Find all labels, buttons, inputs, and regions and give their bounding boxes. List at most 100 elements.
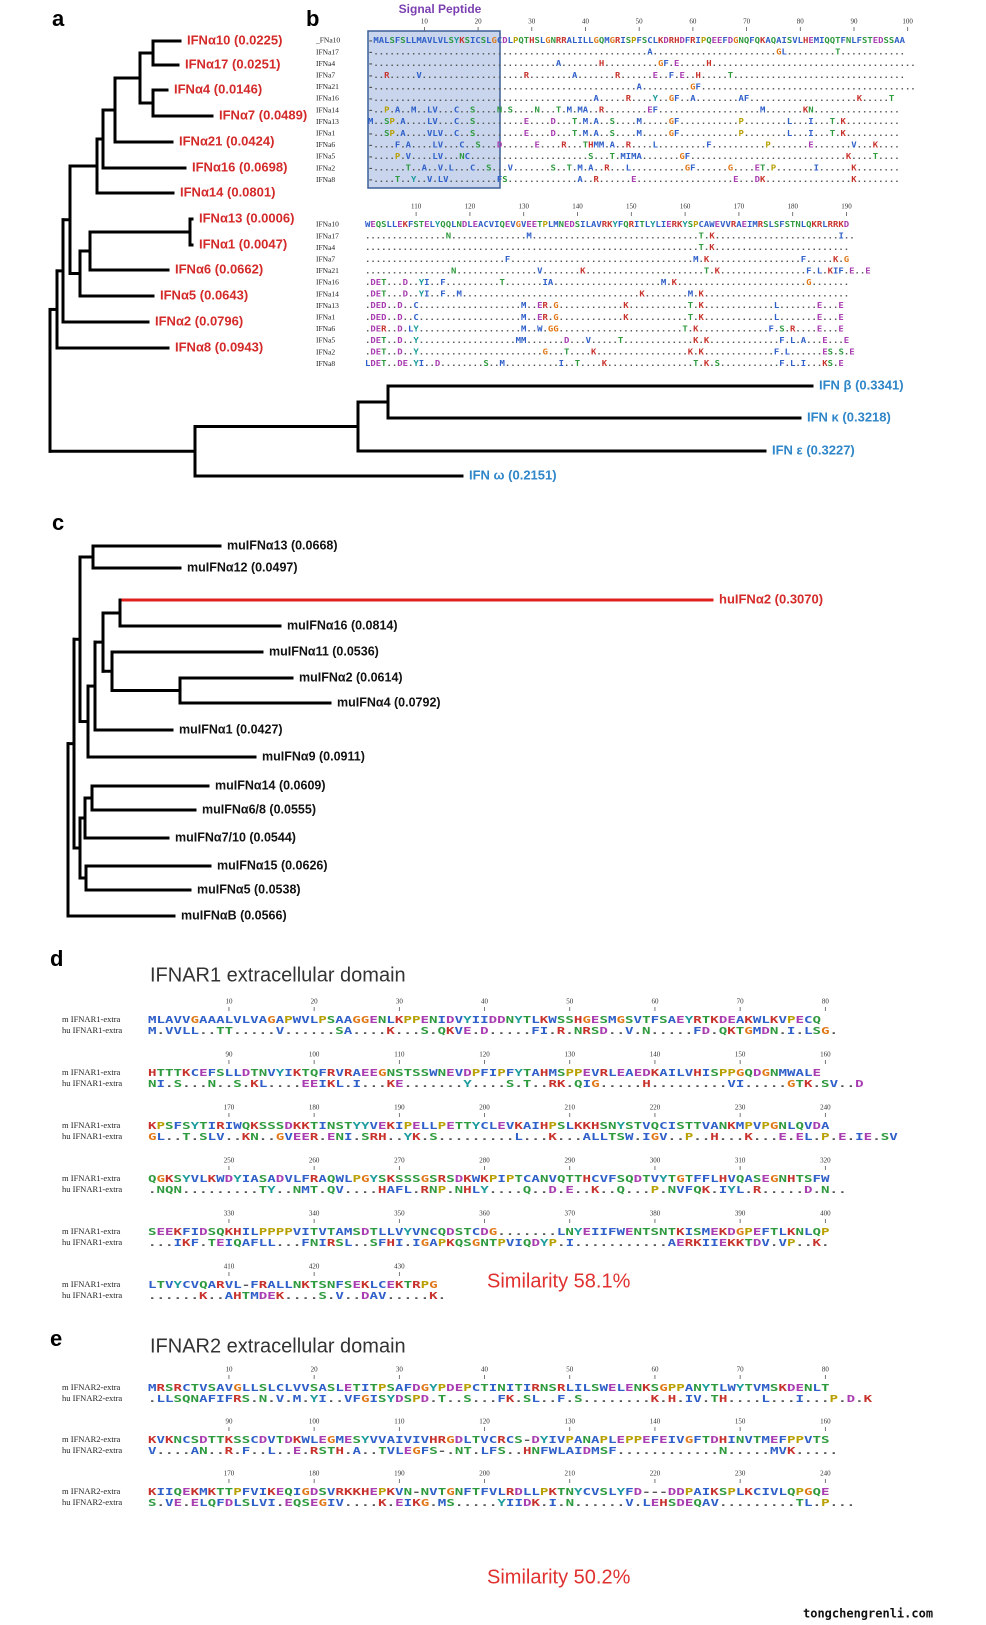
residues: ........................................…: [365, 243, 699, 252]
residues: M: [636, 129, 642, 138]
residues: ....: [267, 1079, 301, 1090]
residues: L: [267, 1446, 276, 1457]
residues: P: [404, 1121, 413, 1132]
residues: G: [617, 1015, 626, 1026]
residues: E: [715, 220, 721, 229]
residues: ....: [851, 152, 872, 161]
residues: L: [645, 220, 651, 229]
row-name: IFNa6: [316, 140, 335, 149]
residues: P: [795, 1487, 804, 1498]
residues: V: [753, 1121, 762, 1132]
residues: L: [785, 348, 791, 357]
residues: Q: [523, 1238, 532, 1249]
residues: N: [770, 1068, 779, 1079]
residues: ...: [739, 175, 755, 184]
row-name: m IFNAR1-extra: [62, 1279, 121, 1289]
residues: P: [739, 117, 745, 126]
residues: H: [148, 1068, 157, 1079]
residues: .......: [561, 59, 599, 68]
residues: ..: [679, 94, 690, 103]
ruler-number: 230: [735, 1470, 746, 1478]
row-name: hu IFNAR1-extra: [62, 1078, 122, 1088]
residues: N: [582, 1435, 591, 1446]
residues: ............: [559, 313, 624, 322]
residues: A: [267, 1174, 276, 1185]
ruler-number: 260: [309, 1157, 320, 1165]
residues: S: [174, 1174, 183, 1185]
residues: .........: [438, 1132, 515, 1143]
residues: E: [822, 348, 828, 357]
residues: ..................: [419, 336, 516, 345]
residues: A: [588, 164, 594, 173]
residues: T: [523, 1068, 532, 1079]
ruler-number: 70: [743, 18, 751, 26]
residues: P: [744, 1121, 753, 1132]
residues: C: [804, 1015, 813, 1026]
residues: .............: [704, 301, 774, 310]
residues: H: [787, 1174, 796, 1185]
residues: V: [276, 1394, 285, 1405]
residues: ....: [580, 359, 602, 368]
residues: W: [429, 1068, 438, 1079]
residues: CA: [523, 1174, 540, 1185]
residues: FFL: [693, 1174, 719, 1185]
residues: D: [531, 1435, 540, 1446]
residues: L: [486, 36, 492, 45]
residues: P: [727, 1487, 736, 1498]
residues: Q: [755, 36, 761, 45]
residues: E: [293, 1446, 302, 1457]
residues: Q: [199, 1280, 208, 1291]
residues: .: [412, 1185, 421, 1196]
residues: P: [540, 1487, 549, 1498]
residues: ..: [416, 175, 427, 184]
residues: L: [508, 36, 514, 45]
residues: G: [582, 1015, 591, 1026]
residues: T: [564, 348, 570, 357]
residues: K: [548, 1132, 557, 1143]
residues: V: [165, 1498, 174, 1509]
residues: RH: [370, 1132, 387, 1143]
residues: ...................: [419, 324, 521, 333]
residues: S: [182, 1121, 191, 1132]
residues: Y: [736, 1383, 745, 1394]
residues: P: [472, 1068, 481, 1079]
residues: .: [566, 1394, 575, 1405]
residues: L: [514, 1132, 523, 1143]
residues: R: [157, 1383, 166, 1394]
residues: M: [499, 359, 505, 368]
residues: ..........: [712, 140, 766, 149]
residues: .: [572, 106, 577, 115]
residues: V: [744, 1435, 753, 1446]
residues: ...: [387, 278, 403, 287]
residues: D: [446, 1227, 455, 1238]
residues: P: [787, 1238, 796, 1249]
residues: K: [873, 140, 879, 149]
residues: EE: [361, 1068, 378, 1079]
residues: S: [344, 1280, 353, 1291]
sequence: .DED.. D.. C................... M.. ER.G....…: [365, 301, 844, 310]
residues: L: [557, 1227, 566, 1238]
residues: C: [472, 1227, 481, 1238]
sequence: ... I K F. T E I Q AFLL... F N I R S L.. S F H I. I G A P K QS G N…: [148, 1238, 830, 1249]
residues: K: [148, 1121, 157, 1132]
residues: VLF: [284, 1174, 310, 1185]
residues: Q: [623, 220, 629, 229]
sequence: ............... N.............. M.........…: [365, 232, 855, 241]
residues: ...................: [422, 71, 524, 80]
residues: LI: [656, 220, 667, 229]
residues: E: [676, 1238, 685, 1249]
residues: LLV: [378, 1227, 404, 1238]
residues: A: [821, 1121, 830, 1132]
residues: L: [817, 266, 823, 275]
residues: F: [637, 36, 643, 45]
residues: K: [148, 1487, 157, 1498]
residues: TS: [608, 1132, 625, 1143]
residues: E: [822, 336, 828, 345]
panel-label: d: [50, 946, 63, 971]
residues: K: [191, 1487, 200, 1498]
residues: AI: [776, 36, 787, 45]
residues: C: [182, 1435, 191, 1446]
row-name: IFNa5: [316, 152, 335, 161]
row-name: hu IFNAR2-extra: [62, 1497, 122, 1507]
residues: N: [634, 1383, 643, 1394]
